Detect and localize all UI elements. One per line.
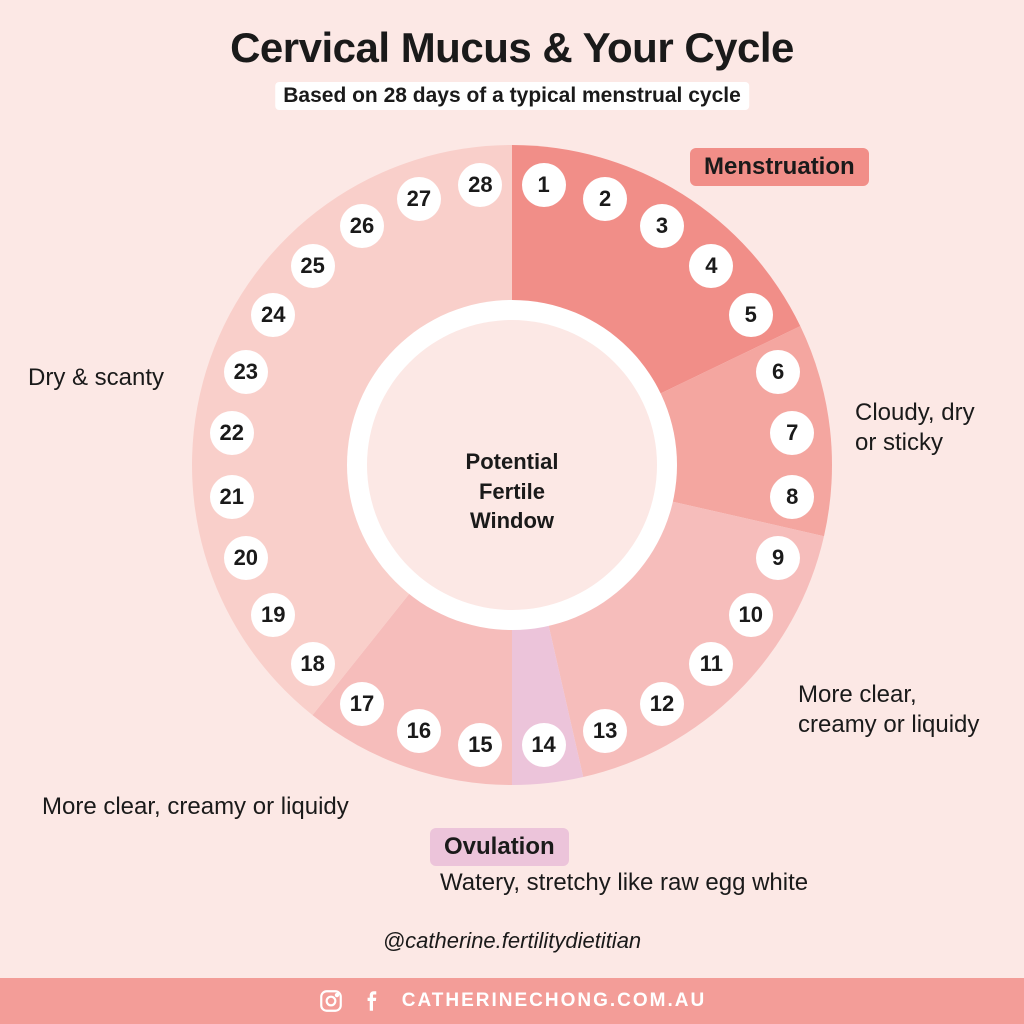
- label-more-clear-post: More clear, creamy or liquidy: [42, 792, 349, 822]
- label-cloudy: Cloudy, dryor sticky: [855, 398, 975, 458]
- day-21: 21: [210, 475, 254, 519]
- day-8: 8: [770, 475, 814, 519]
- label-watery: Watery, stretchy like raw egg white: [440, 868, 808, 898]
- day-16: 16: [397, 709, 441, 753]
- menstruation-badge: Menstruation: [690, 148, 869, 186]
- day-6: 6: [756, 350, 800, 394]
- label-dry-scanty: Dry & scanty: [28, 363, 164, 393]
- day-1: 1: [522, 163, 566, 207]
- day-9: 9: [756, 536, 800, 580]
- label-ovulation: Ovulation: [430, 828, 569, 866]
- day-27: 27: [397, 177, 441, 221]
- day-17: 17: [340, 682, 384, 726]
- day-24: 24: [251, 293, 295, 337]
- day-10: 10: [729, 593, 773, 637]
- day-13: 13: [583, 709, 627, 753]
- page-subtitle: Based on 28 days of a typical menstrual …: [275, 82, 749, 110]
- center-label: PotentialFertileWindow: [466, 447, 559, 536]
- facebook-icon: [360, 988, 386, 1014]
- day-25: 25: [291, 244, 335, 288]
- day-14: 14: [522, 723, 566, 767]
- social-handle: @catherine.fertilitydietitian: [0, 928, 1024, 954]
- day-11: 11: [689, 642, 733, 686]
- page-title: Cervical Mucus & Your Cycle: [0, 24, 1024, 72]
- day-3: 3: [640, 204, 684, 248]
- instagram-icon: [318, 988, 344, 1014]
- day-2: 2: [583, 177, 627, 221]
- footer-url: CATHERINECHONG.COM.AU: [402, 990, 706, 1012]
- day-4: 4: [689, 244, 733, 288]
- day-23: 23: [224, 350, 268, 394]
- day-18: 18: [291, 642, 335, 686]
- ovulation-badge: Ovulation: [430, 828, 569, 866]
- day-28: 28: [458, 163, 502, 207]
- day-12: 12: [640, 682, 684, 726]
- label-more-clear-pre: More clear,creamy or liquidy: [798, 680, 979, 740]
- day-7: 7: [770, 411, 814, 455]
- footer-bar: CATHERINECHONG.COM.AU: [0, 978, 1024, 1024]
- day-26: 26: [340, 204, 384, 248]
- cycle-chart: 1234567891011121314151617181920212223242…: [172, 125, 852, 805]
- day-15: 15: [458, 723, 502, 767]
- day-5: 5: [729, 293, 773, 337]
- day-19: 19: [251, 593, 295, 637]
- day-22: 22: [210, 411, 254, 455]
- label-menstruation: Menstruation: [690, 148, 869, 186]
- day-20: 20: [224, 536, 268, 580]
